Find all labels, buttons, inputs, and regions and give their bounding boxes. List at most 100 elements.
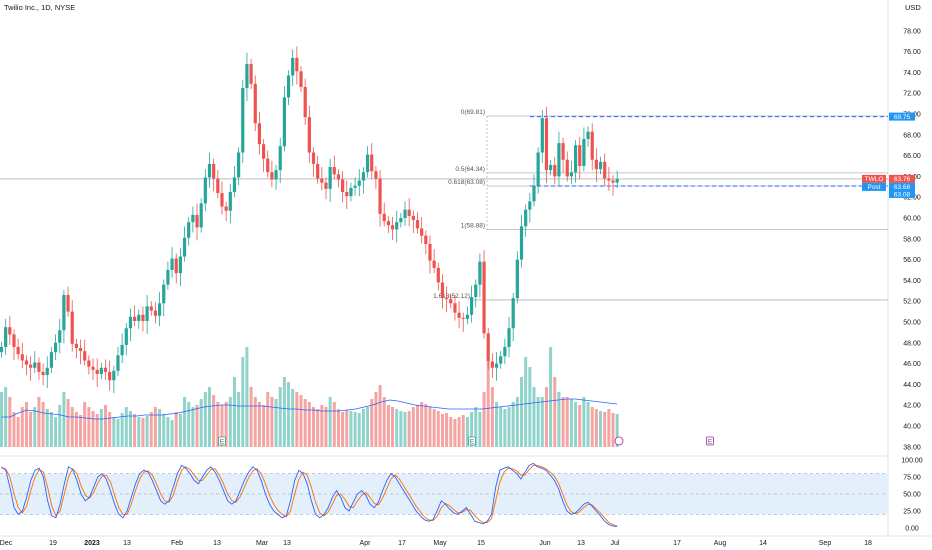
y-tick-label: 50.00	[903, 320, 921, 327]
earnings-marker-label: E	[708, 439, 713, 446]
x-tick-label: 17	[673, 540, 681, 547]
volume-bar	[170, 420, 174, 447]
candle-body	[353, 185, 357, 188]
x-tick-label: 14	[759, 540, 767, 547]
candle-body	[295, 57, 299, 72]
candle-body	[228, 192, 232, 211]
candle-body	[299, 71, 303, 87]
volume-bar	[578, 405, 582, 447]
candle-body	[428, 244, 432, 261]
volume-bar	[8, 397, 12, 447]
volume-bar	[603, 412, 607, 447]
volume-bar	[195, 405, 199, 447]
candle-body	[62, 294, 66, 331]
candle-body	[195, 214, 199, 228]
candle-body	[249, 64, 253, 84]
candle-body	[128, 316, 133, 329]
volume-bar	[74, 412, 78, 447]
volume-bar	[582, 397, 586, 447]
candle-body	[95, 369, 99, 374]
volume-bar	[386, 405, 390, 447]
volume-bar	[299, 395, 303, 447]
volume-bar	[465, 417, 469, 447]
volume-bar	[565, 397, 569, 447]
y-tick-label: 76.00	[903, 49, 921, 56]
x-tick-label: 13	[123, 540, 131, 547]
price-tag	[889, 112, 915, 121]
candle-body	[199, 203, 203, 228]
currency-label: USD	[905, 3, 921, 12]
candle-body	[253, 83, 257, 124]
volume-bar	[490, 387, 494, 447]
candle-body	[112, 370, 116, 381]
earnings-marker	[468, 436, 476, 446]
candle-body	[349, 187, 353, 197]
candle-body	[432, 260, 436, 268]
volume-bar	[391, 407, 395, 447]
volume-bar	[324, 407, 328, 447]
earnings-marker	[706, 436, 714, 446]
x-tick-label: 2023	[84, 540, 100, 547]
volume-bar	[20, 407, 24, 447]
candle-body	[361, 172, 366, 181]
volume-bar	[62, 392, 66, 447]
earnings-marker-label: E	[220, 439, 225, 446]
candle-body	[457, 312, 461, 318]
volume-bar	[432, 409, 436, 447]
candle-body	[561, 143, 565, 160]
x-tick-label: Aug	[714, 540, 727, 547]
volume-bar	[586, 402, 590, 447]
x-tick-label: 13	[213, 540, 221, 547]
volume-bar	[515, 397, 519, 447]
candle-body	[519, 226, 524, 260]
candle-body	[99, 367, 103, 374]
candle-body	[440, 282, 445, 299]
volume-bar	[24, 402, 28, 447]
candle-body	[328, 167, 332, 189]
volume-bar	[370, 399, 374, 447]
volume-bar	[574, 402, 578, 447]
candle-body	[553, 164, 557, 177]
candle-body	[70, 311, 74, 344]
candle-body	[453, 303, 457, 313]
candle-body	[78, 348, 83, 352]
y-tick-label: 66.00	[903, 153, 921, 160]
volume-bar	[249, 387, 253, 447]
volume-bar	[453, 419, 457, 447]
volume-bar	[128, 411, 132, 447]
volume-bar	[262, 405, 266, 447]
candle-body	[436, 267, 440, 283]
x-tick-label: Feb	[171, 540, 183, 547]
volume-bar	[266, 392, 270, 447]
candle-body	[449, 299, 453, 304]
candle-body	[58, 330, 62, 343]
volume-bar	[461, 415, 465, 447]
volume-bar	[499, 407, 503, 447]
candle-body	[569, 172, 574, 177]
volume-bar	[208, 387, 211, 447]
y-tick-label: 42.00	[903, 403, 921, 410]
volume-bar	[316, 409, 320, 447]
volume-bar	[278, 387, 282, 447]
candle-body	[286, 75, 291, 98]
fib-level-label: 0(69.81)	[461, 109, 485, 116]
earnings-marker-label: E	[470, 439, 475, 446]
x-tick-label: Dec	[0, 540, 13, 547]
candle-body	[162, 284, 166, 304]
candle-body	[137, 314, 141, 321]
stoch-y-tick-label: 100.00	[901, 458, 923, 465]
candle-body	[0, 346, 4, 353]
volume-bar	[120, 413, 124, 447]
volume-bar	[70, 407, 74, 447]
volume-bar	[328, 397, 332, 447]
volume-bar	[112, 417, 116, 447]
candle-body	[478, 261, 482, 285]
candle-body	[91, 366, 95, 370]
volume-bar	[33, 407, 37, 447]
fib-level-label: 1.618(52.12)	[433, 293, 470, 300]
volume-bar	[145, 416, 149, 447]
candle-body	[116, 355, 120, 371]
candle-body	[149, 306, 153, 311]
volume-bar	[374, 392, 378, 447]
